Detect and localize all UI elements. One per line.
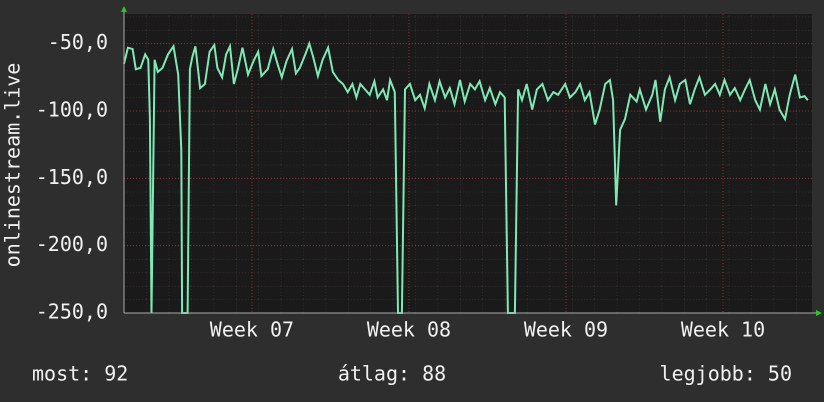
y-tick-label: -100,0 <box>36 97 108 121</box>
x-arrow <box>816 310 822 316</box>
y-tick-label: -250,0 <box>36 300 108 324</box>
y-tick-label: -150,0 <box>36 165 108 189</box>
y-tick-label: -200,0 <box>36 232 108 256</box>
minor-grid <box>124 14 812 313</box>
y-axis-label: onlinestream.live <box>1 63 25 268</box>
y-arrow <box>121 6 127 12</box>
y-tick-label: -50,0 <box>48 30 108 54</box>
data-line <box>123 40 809 314</box>
footer-average: átlag: 88 <box>338 362 446 386</box>
x-tick-label: Week 08 <box>367 318 451 342</box>
footer-best: legjobb: 50 <box>660 362 792 386</box>
footer-current: most: 92 <box>32 362 128 386</box>
x-tick-label: Week 10 <box>681 318 765 342</box>
x-tick-label: Week 07 <box>210 318 294 342</box>
x-tick-label: Week 09 <box>524 318 608 342</box>
